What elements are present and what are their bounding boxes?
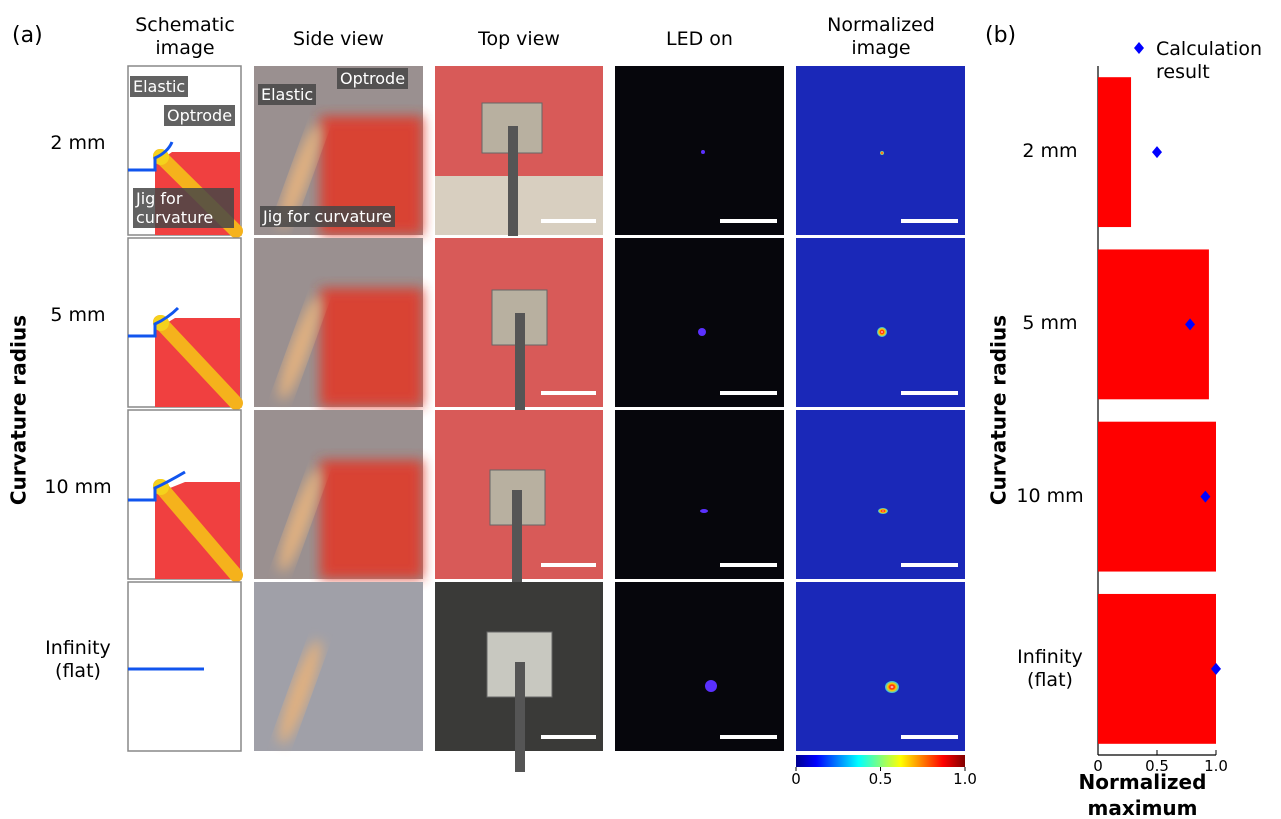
figure: (a) Curvature radius (b) Curvature radiu… [0, 0, 1281, 819]
side-view [254, 582, 423, 751]
x-axis-label: Normalized maximum intensity [1040, 769, 1245, 819]
led-spot [705, 680, 717, 692]
y-tick-label: 10 mm [1010, 485, 1090, 508]
normalized-view [796, 582, 965, 751]
led-view [615, 66, 784, 235]
intensity-spot [885, 681, 899, 693]
top-lead [515, 313, 525, 423]
column-header: Top view [435, 28, 603, 51]
scale-bar [720, 563, 777, 567]
scale-bar [901, 219, 958, 223]
side-jig [320, 288, 423, 407]
side-jig [320, 460, 423, 579]
led-spot [700, 509, 708, 513]
normalized-view [796, 410, 965, 579]
scale-bar [901, 735, 958, 739]
scale-bar [720, 391, 777, 395]
panel-label: (a) [12, 23, 43, 48]
top-bg [435, 176, 603, 235]
top-lead [508, 126, 518, 236]
colorbar-tick-label: 0 [791, 770, 801, 788]
column-header: LED on [615, 28, 784, 51]
colorbar-tick-label: 0.5 [869, 770, 893, 788]
annotation: Optrode [164, 105, 235, 126]
intensity-spot [880, 151, 884, 155]
bar [1098, 77, 1131, 227]
led-view [615, 410, 784, 579]
y-tick-label: 2 mm [1010, 140, 1090, 163]
image-grid [128, 66, 965, 772]
led-spot [701, 150, 705, 154]
y-tick-label: Infinity (flat) [1010, 646, 1090, 692]
row-label: 5 mm [30, 304, 126, 327]
row-label: 2 mm [30, 132, 126, 155]
led-spot [698, 328, 706, 336]
led-view [615, 582, 784, 751]
normalized-view [796, 66, 965, 235]
scale-bar [901, 391, 958, 395]
bar [1098, 594, 1216, 744]
annotation: Elastic [258, 84, 316, 105]
annotation: Elastic [130, 76, 188, 97]
panel-label: (b) [985, 23, 1016, 48]
scale-bar [541, 563, 596, 567]
scale-bar [901, 563, 958, 567]
y-axis-label: Curvature radius [7, 315, 31, 505]
scale-bar [541, 219, 596, 223]
led-view [615, 238, 784, 407]
scale-bar [541, 391, 596, 395]
column-header: Side view [254, 28, 423, 51]
schematic-frame [128, 582, 241, 751]
annotation: Jig for curvature [133, 188, 234, 228]
annotation: Optrode [337, 68, 408, 89]
intensity-spot [877, 327, 887, 337]
diamond-marker [1152, 146, 1162, 158]
column-header: Normalized image [806, 14, 956, 60]
scale-bar [541, 735, 596, 739]
top-lead [515, 662, 525, 772]
scale-bar [720, 219, 777, 223]
row-label: Infinity (flat) [30, 637, 126, 683]
annotation: Jig for curvature [260, 206, 395, 227]
y-axis-label: Curvature radius [987, 315, 1011, 505]
scale-bar [720, 735, 777, 739]
colorbar-tick-label: 1.0 [953, 770, 977, 788]
normalized-view [796, 238, 965, 407]
y-tick-label: 5 mm [1010, 312, 1090, 335]
intensity-spot [878, 508, 888, 514]
row-label: 10 mm [30, 476, 126, 499]
bar [1098, 422, 1216, 572]
legend-label: Calculation result [1138, 38, 1268, 84]
column-header: Schematic image [118, 14, 252, 60]
colorbar [796, 755, 965, 767]
